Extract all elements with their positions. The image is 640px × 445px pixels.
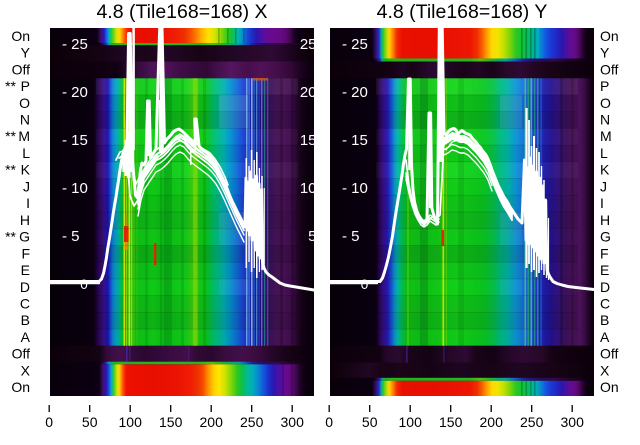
svg-text:300: 300	[281, 414, 305, 430]
svg-text:- 5: - 5	[342, 228, 360, 245]
svg-text:C: C	[20, 296, 30, 312]
svg-text:- 10: - 10	[342, 180, 368, 197]
svg-text:F: F	[21, 245, 30, 261]
svg-text:250: 250	[520, 414, 544, 430]
svg-text:E: E	[600, 262, 609, 278]
svg-text:- 10: - 10	[62, 180, 88, 197]
svg-text:B: B	[600, 312, 609, 328]
svg-text:On: On	[11, 379, 30, 395]
svg-text:H: H	[20, 212, 30, 228]
svg-text:I: I	[600, 195, 604, 211]
svg-text:100: 100	[399, 414, 423, 430]
svg-text:J: J	[23, 178, 30, 194]
svg-text:P: P	[21, 78, 30, 94]
svg-text:G: G	[19, 229, 30, 245]
svg-text:L: L	[22, 145, 30, 161]
svg-text:5: 5	[308, 228, 316, 245]
svg-text:On: On	[600, 379, 619, 395]
svg-text:20: 20	[300, 84, 317, 101]
svg-text:Off: Off	[12, 61, 31, 77]
svg-text:B: B	[21, 312, 30, 328]
svg-text:300: 300	[561, 414, 585, 430]
svg-text:F: F	[600, 245, 609, 261]
svg-text:- 20: - 20	[342, 84, 368, 101]
svg-text:50: 50	[362, 414, 378, 430]
svg-text:4.8 (Tile168=168) X: 4.8 (Tile168=168) X	[96, 1, 267, 23]
svg-text:25: 25	[300, 36, 317, 53]
svg-text:I: I	[26, 195, 30, 211]
svg-text:J: J	[600, 178, 607, 194]
svg-text:C: C	[600, 296, 610, 312]
svg-text:**: **	[5, 229, 16, 245]
svg-text:0: 0	[45, 414, 53, 430]
svg-text:200: 200	[200, 414, 224, 430]
svg-text:X: X	[21, 362, 31, 378]
svg-text:100: 100	[119, 414, 143, 430]
svg-text:- 20: - 20	[62, 84, 88, 101]
svg-text:4.8 (Tile168=168) Y: 4.8 (Tile168=168) Y	[377, 1, 548, 23]
svg-text:Off: Off	[600, 61, 619, 77]
svg-text:- 5: - 5	[62, 228, 80, 245]
svg-text:250: 250	[240, 414, 264, 430]
svg-text:Y: Y	[21, 45, 31, 61]
svg-text:10: 10	[300, 180, 317, 197]
svg-text:G: G	[600, 229, 611, 245]
svg-text:E: E	[21, 262, 30, 278]
svg-text:H: H	[600, 212, 610, 228]
svg-text:N: N	[20, 112, 30, 128]
svg-text:0: 0	[361, 277, 369, 292]
svg-text:- 15: - 15	[342, 132, 368, 149]
svg-text:L: L	[600, 145, 608, 161]
svg-text:On: On	[600, 28, 619, 44]
svg-text:D: D	[20, 279, 30, 295]
svg-text:15: 15	[300, 132, 317, 149]
svg-text:Off: Off	[600, 346, 619, 362]
svg-text:K: K	[600, 162, 610, 178]
svg-text:M: M	[18, 128, 30, 144]
svg-text:Y: Y	[600, 45, 610, 61]
svg-text:D: D	[600, 279, 610, 295]
svg-text:X: X	[600, 362, 610, 378]
svg-text:**: **	[5, 128, 16, 144]
svg-text:O: O	[19, 95, 30, 111]
svg-text:**: **	[5, 162, 16, 178]
svg-text:M: M	[600, 128, 612, 144]
svg-text:200: 200	[480, 414, 504, 430]
svg-text:K: K	[21, 162, 31, 178]
svg-text:50: 50	[82, 414, 98, 430]
svg-text:Off: Off	[12, 346, 31, 362]
svg-text:- 25: - 25	[62, 36, 88, 53]
svg-text:0: 0	[80, 277, 88, 292]
svg-text:On: On	[11, 28, 30, 44]
svg-text:O: O	[600, 95, 611, 111]
svg-text:N: N	[600, 112, 610, 128]
svg-text:150: 150	[159, 414, 183, 430]
svg-text:A: A	[21, 329, 31, 345]
svg-text:- 25: - 25	[342, 36, 368, 53]
svg-text:P: P	[600, 78, 609, 94]
svg-text:A: A	[600, 329, 610, 345]
svg-text:**: **	[5, 78, 16, 94]
svg-text:- 15: - 15	[62, 132, 88, 149]
svg-text:0: 0	[325, 414, 333, 430]
svg-text:150: 150	[439, 414, 463, 430]
